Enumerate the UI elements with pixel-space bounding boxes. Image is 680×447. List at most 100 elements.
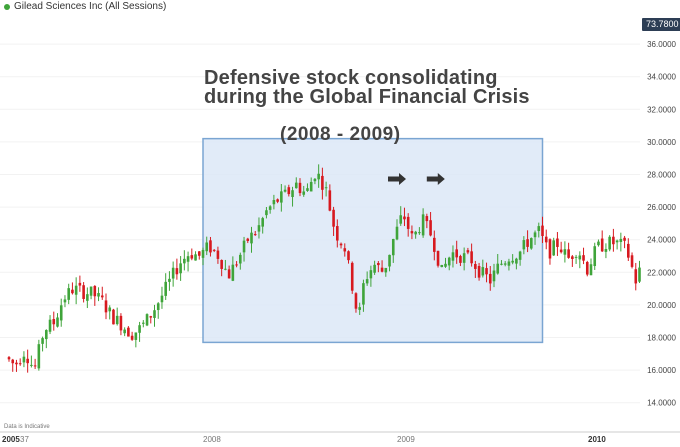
candle bbox=[556, 232, 559, 256]
candle-body bbox=[253, 234, 257, 236]
candle bbox=[421, 208, 425, 238]
candle-body bbox=[447, 257, 451, 266]
candle-body bbox=[589, 264, 593, 276]
title-line-2: during the Global Financial Crisis bbox=[204, 86, 530, 108]
y-tick-label: 24.0000 bbox=[647, 236, 676, 245]
candle-body bbox=[197, 251, 201, 256]
candle-body bbox=[574, 256, 578, 258]
y-tick-label: 34.0000 bbox=[647, 73, 676, 82]
candle-body bbox=[37, 344, 41, 369]
candle bbox=[444, 257, 447, 268]
candle bbox=[276, 198, 279, 204]
candle-body bbox=[365, 279, 369, 284]
candle bbox=[115, 307, 119, 326]
candle-body bbox=[63, 299, 67, 303]
candle-body bbox=[410, 231, 414, 234]
candle bbox=[582, 247, 585, 265]
candle bbox=[112, 308, 115, 325]
candle bbox=[503, 261, 507, 267]
candle bbox=[462, 247, 466, 271]
candle bbox=[41, 336, 44, 352]
candle bbox=[37, 339, 41, 371]
candle-body bbox=[86, 294, 89, 301]
candle-body bbox=[205, 242, 209, 252]
candle bbox=[388, 254, 391, 272]
x-tick-label: 2009 bbox=[397, 435, 415, 444]
candle-body bbox=[436, 250, 440, 266]
candle bbox=[541, 216, 544, 244]
candle-body bbox=[220, 260, 223, 269]
candle-body bbox=[638, 267, 641, 282]
candle bbox=[474, 260, 477, 278]
candle bbox=[138, 321, 141, 342]
candle bbox=[242, 236, 246, 262]
candle-body bbox=[291, 190, 294, 198]
candle bbox=[280, 184, 283, 212]
candle bbox=[406, 213, 410, 237]
candle-body bbox=[343, 248, 347, 252]
candle bbox=[302, 185, 306, 197]
candle bbox=[321, 167, 324, 200]
candle bbox=[216, 246, 220, 264]
candle-body bbox=[160, 295, 164, 303]
candle bbox=[97, 287, 100, 302]
candle-body bbox=[164, 281, 167, 296]
candle bbox=[149, 315, 153, 324]
candle bbox=[377, 261, 380, 273]
candle-body bbox=[395, 226, 399, 240]
candle-body bbox=[268, 206, 272, 210]
candle-body bbox=[52, 319, 56, 325]
candle-body bbox=[115, 315, 119, 325]
candle-body bbox=[235, 264, 238, 266]
candle-body bbox=[22, 356, 26, 363]
candle bbox=[350, 261, 354, 294]
candle bbox=[451, 245, 455, 268]
candle bbox=[615, 239, 619, 250]
candle-body bbox=[615, 240, 619, 243]
candle-body bbox=[145, 314, 149, 326]
candle bbox=[186, 251, 190, 272]
x-axis: 2005 37 2008 2009 2010 bbox=[0, 431, 680, 444]
candle bbox=[48, 315, 52, 335]
candle-body bbox=[298, 182, 302, 194]
candle bbox=[89, 286, 93, 300]
candle bbox=[130, 331, 134, 341]
candle-body bbox=[388, 254, 391, 267]
candle bbox=[160, 286, 164, 309]
candle bbox=[283, 185, 287, 193]
candle-body bbox=[127, 327, 130, 337]
candle bbox=[429, 211, 432, 237]
candle bbox=[623, 235, 626, 249]
candle-body bbox=[563, 249, 567, 255]
y-axis: 14.0000 16.0000 18.0000 20.0000 22.0000 24.00… bbox=[647, 40, 676, 408]
candle bbox=[500, 260, 503, 266]
candle-body bbox=[552, 240, 555, 256]
candle-body bbox=[336, 226, 339, 241]
candle bbox=[63, 295, 67, 308]
candle-body bbox=[440, 264, 444, 268]
candle-body bbox=[142, 322, 145, 324]
candle-body bbox=[328, 190, 332, 211]
x-tick-label: 2010 bbox=[588, 435, 606, 444]
candle bbox=[574, 254, 578, 264]
candle-body bbox=[406, 216, 410, 229]
candle-body bbox=[369, 270, 373, 279]
candle bbox=[410, 225, 414, 240]
candle-body bbox=[183, 258, 186, 264]
candle bbox=[74, 277, 78, 305]
candle bbox=[227, 265, 231, 279]
candle bbox=[309, 177, 313, 192]
candle bbox=[343, 243, 347, 257]
candle bbox=[30, 355, 33, 368]
candle bbox=[585, 260, 589, 277]
candle bbox=[257, 217, 261, 239]
candle-body bbox=[470, 251, 473, 264]
candle-body bbox=[541, 225, 544, 237]
candle-body bbox=[354, 293, 358, 309]
candle bbox=[197, 250, 201, 260]
candle-body bbox=[500, 263, 503, 265]
candle-body bbox=[518, 251, 522, 260]
candle-body bbox=[630, 255, 634, 267]
candle-body bbox=[612, 236, 615, 245]
